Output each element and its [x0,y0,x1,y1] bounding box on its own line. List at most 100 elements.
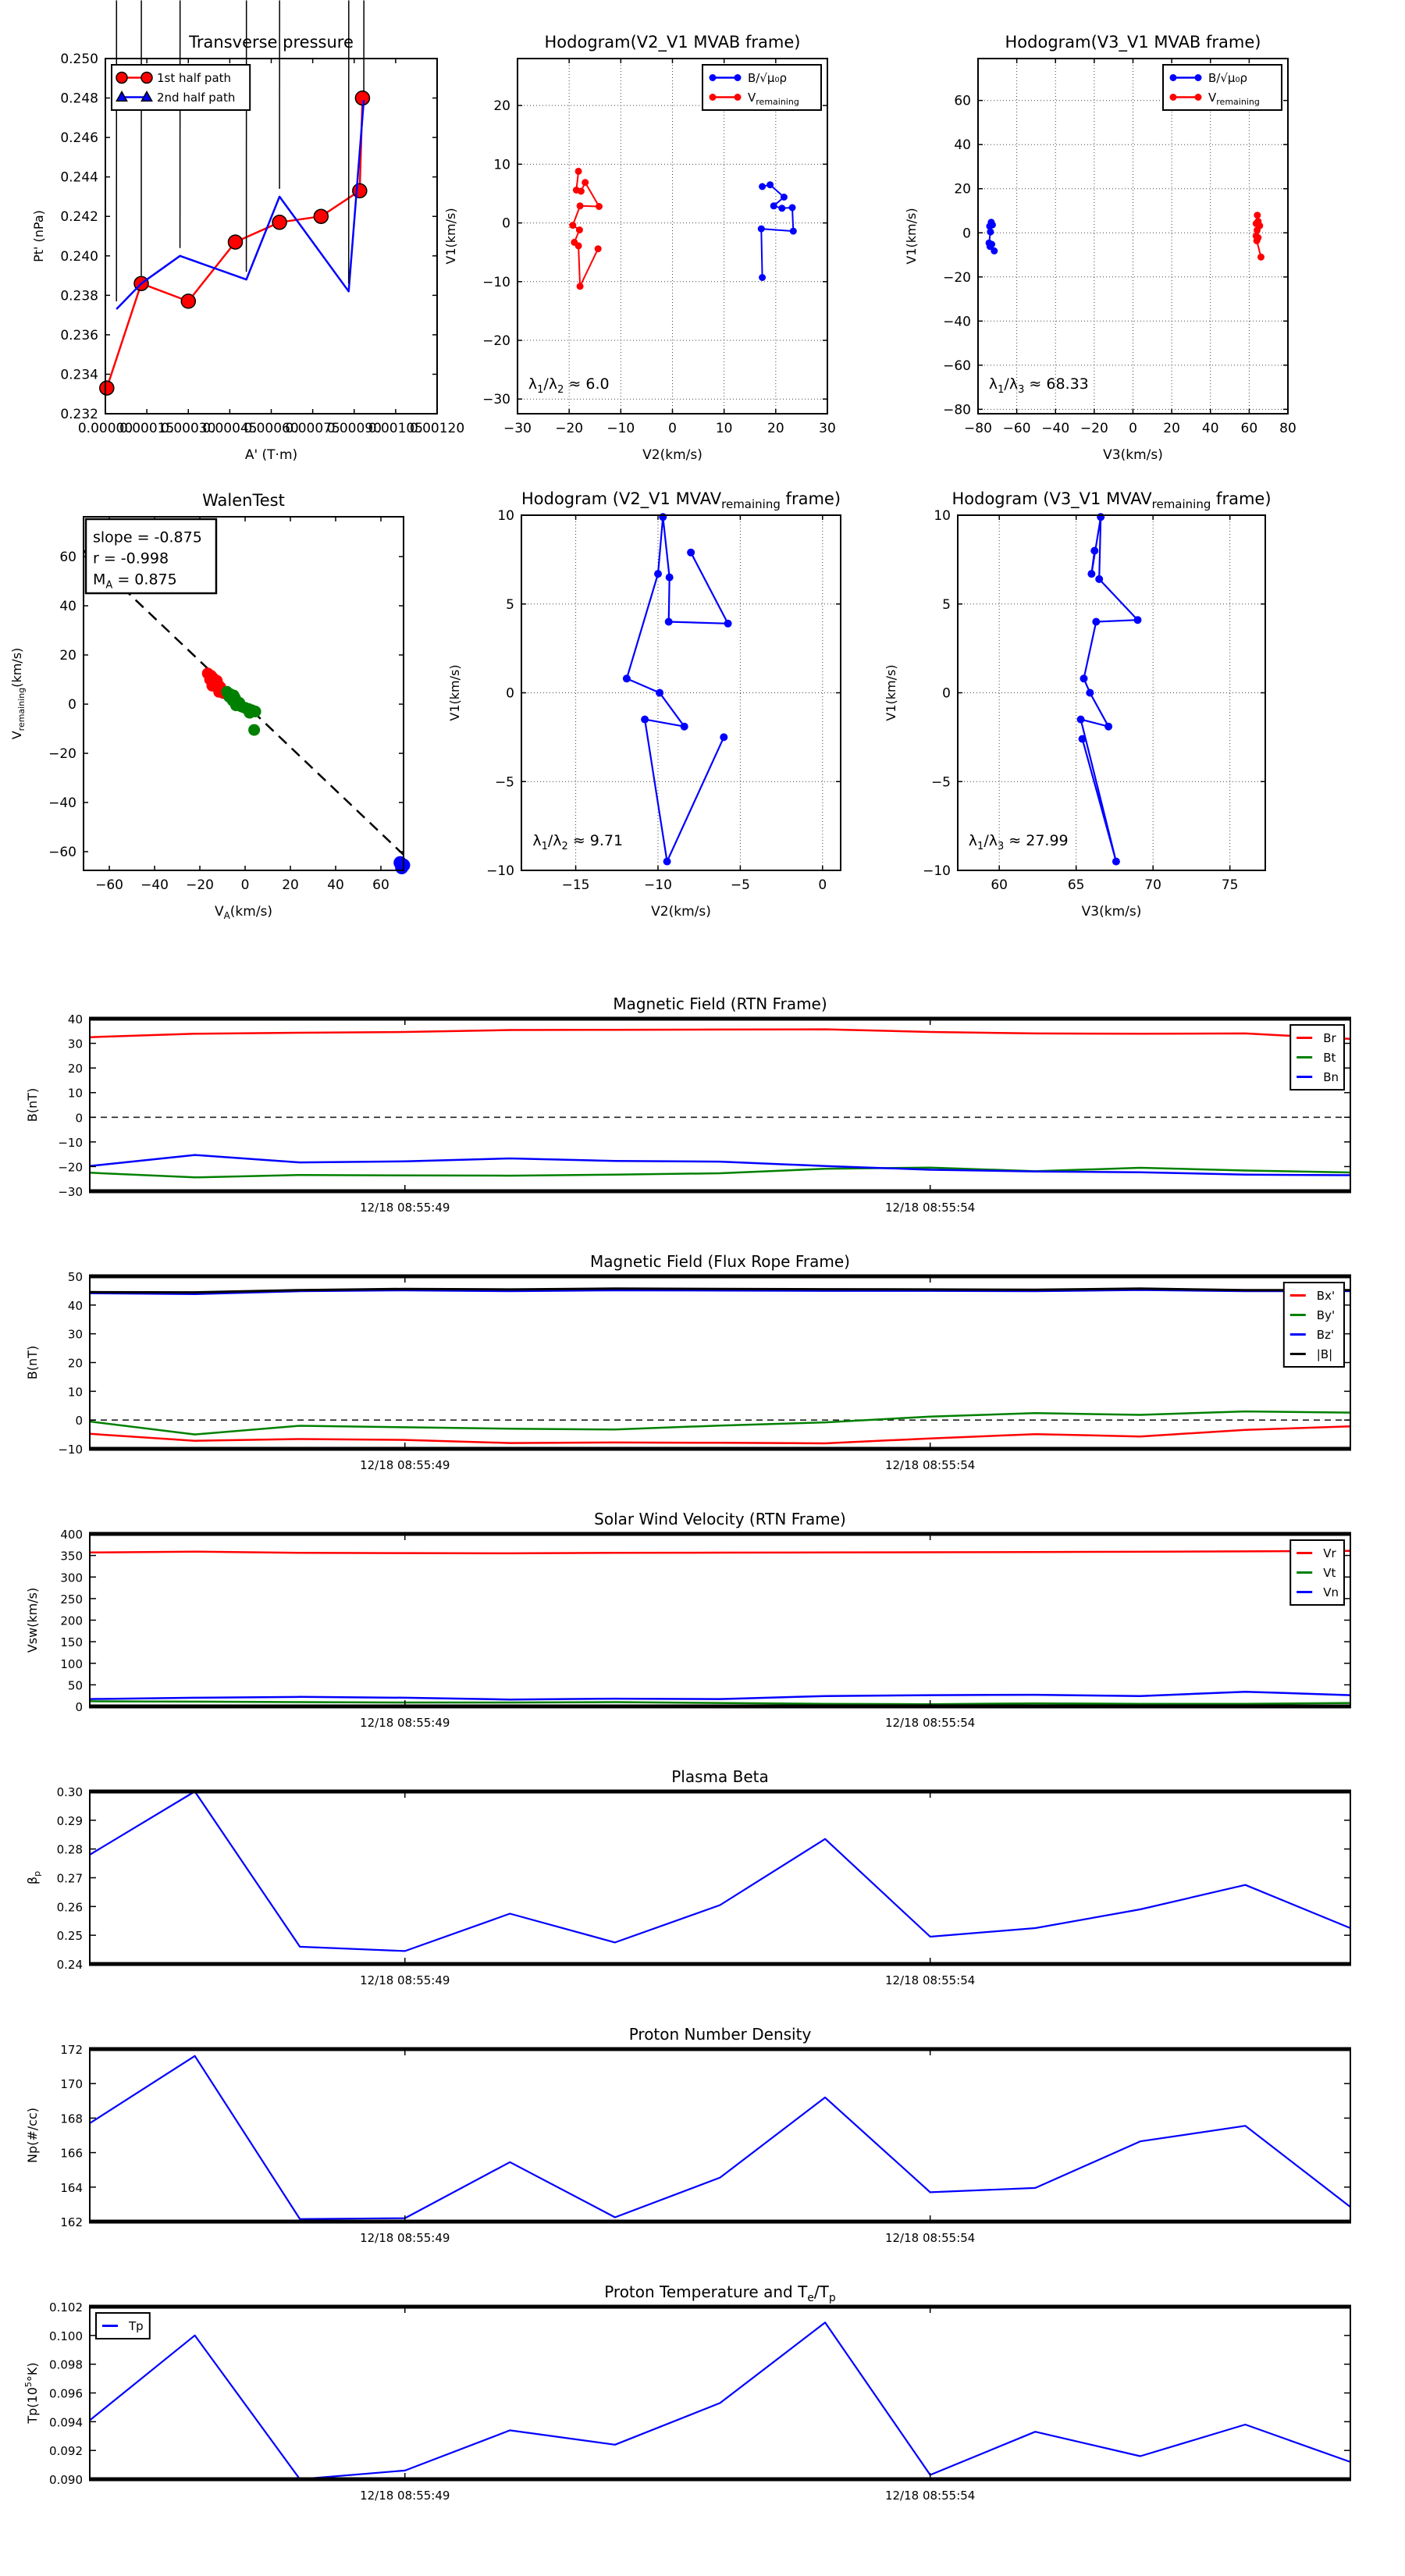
legend: Bx' By' Bz' |B| [1282,1282,1346,1368]
svg-text:60: 60 [1241,421,1258,436]
chart-proton-temperature: 12/18 08:55:49 12/18 08:55:54 0.090 0.092 0.… [23,2282,1351,2503]
x-axis-label: V3(km/s) [1082,904,1142,920]
svg-text:20: 20 [282,877,299,893]
svg-text:10: 10 [497,508,514,524]
svg-text:12/18 08:55:54: 12/18 08:55:54 [885,2231,975,2245]
svg-text:40: 40 [327,877,344,893]
annotation: λ1​/λ3​ ≈ 27.99 [969,832,1069,852]
svg-text:0.00090: 0.00090 [327,421,382,436]
series-br [89,1028,1351,1041]
svg-text:168: 168 [60,2112,83,2126]
svg-text:−5: −5 [931,774,951,790]
svg-text:0.26: 0.26 [57,1900,83,1914]
y-axis-label: Tp(105​°K) [23,2362,40,2424]
chart-hodogram-v2v1-mvab: −30 −20 −10 0 10 20 30 −30 −20 −10 0 10 20 Hodogram(V… [443,33,836,463]
y-axis-label: Vremaining​(km/s) [9,648,27,740]
svg-text:70: 70 [1144,877,1161,893]
x-axis-label: V2(km/s) [651,904,711,920]
y-axis-label: B(nT) [25,1346,40,1379]
svg-text:10: 10 [68,1087,83,1101]
svg-text:80: 80 [1279,421,1297,436]
series-by- [89,1410,1351,1436]
stat-box: slope = -0.875 r = -0.998 MA​ = 0.875 [84,518,218,595]
svg-text:12/18 08:55:49: 12/18 08:55:49 [360,2231,450,2245]
svg-text:0: 0 [75,1414,83,1428]
svg-text:0.00120: 0.00120 [410,421,464,436]
chart-title: Plasma Beta [671,1767,769,1786]
svg-text:200: 200 [60,1614,83,1628]
svg-text:0.29: 0.29 [57,1814,83,1828]
plot-area [518,59,827,414]
y-axis-label: V1(km/s) [443,208,458,264]
chart-title: Solar Wind Velocity (RTN Frame) [594,1510,846,1528]
svg-text:−10: −10 [58,1443,83,1457]
svg-text:10: 10 [934,508,951,524]
svg-text:150: 150 [60,1635,83,1649]
svg-text:250: 250 [60,1592,83,1606]
svg-text:20: 20 [767,421,784,436]
svg-text:12/18 08:55:54: 12/18 08:55:54 [885,1201,975,1215]
svg-text:166: 166 [60,2147,83,2161]
legend-label: B/√μ₀ρ [748,71,787,85]
chart-magnetic-field-flux-rope: 12/18 08:55:49 12/18 08:55:54 −10 0 10 20 30 40… [25,1252,1351,1472]
svg-text:0.00045: 0.00045 [202,421,257,436]
legend-label: Bx' [1317,1289,1335,1303]
plot-area [90,1019,1350,1191]
chart-solar-wind-velocity: 12/18 08:55:49 12/18 08:55:54 0 50 100 150 200… [25,1510,1351,1730]
chart-proton-number-density: 12/18 08:55:49 12/18 08:55:54 162 164 166 168… [25,2025,1351,2245]
svg-text:170: 170 [60,2077,83,2091]
svg-text:60: 60 [991,877,1008,893]
legend-label: Vr [1323,1546,1336,1560]
svg-text:12/18 08:55:49: 12/18 08:55:49 [360,2489,450,2503]
chart-title: Hodogram(V2_V1 MVAB frame) [545,33,801,52]
chart-hodogram-v2v1-mvav: −15 −10 −5 0 −10 −5 0 5 10 Hodogram (V2_V1 MVAVre… [447,489,841,920]
svg-text:40: 40 [1202,421,1219,436]
svg-text:0: 0 [506,686,514,702]
y-axis-label: βp​ [25,1871,42,1884]
legend: B/√μ₀ρ Vremaining​ [702,64,822,111]
svg-text:0.27: 0.27 [57,1872,83,1886]
svg-text:−10: −10 [482,275,510,290]
svg-text:20: 20 [68,1357,83,1371]
svg-text:100: 100 [60,1657,83,1671]
legend-label: Bn [1323,1070,1339,1084]
svg-text:0.00105: 0.00105 [368,421,423,436]
series-vr [89,1550,1351,1555]
legend-label: 2nd half path [157,91,235,105]
legend-label: Bz' [1317,1328,1334,1342]
svg-text:−10: −10 [923,863,951,879]
svg-text:0.30: 0.30 [57,1785,83,1799]
legend-label: B/√μ₀ρ [1208,71,1247,85]
svg-text:164: 164 [60,2181,83,2195]
svg-text:−10: −10 [606,421,635,436]
plot-area [90,2307,1350,2479]
svg-text:0: 0 [818,877,827,893]
svg-text:0.096: 0.096 [49,2387,83,2401]
legend: B/√μ₀ρ Vremaining​ [1162,64,1282,111]
svg-text:−5: −5 [495,774,514,790]
x-axis-label: VA​(km/s) [215,904,272,921]
svg-text:0.25: 0.25 [57,1929,83,1943]
svg-text:20: 20 [1163,421,1180,436]
plot-area [90,2049,1350,2222]
svg-text:0: 0 [75,1700,83,1714]
svg-text:slope = -0.875: slope = -0.875 [93,528,202,546]
svg-text:0.090: 0.090 [49,2473,83,2487]
svg-text:20: 20 [68,1062,83,1076]
x-axis-label: A' (T·m) [245,447,297,463]
chart-title: Magnetic Field (RTN Frame) [613,994,827,1013]
chart-walen-test: −60 −40 −20 0 20 40 60 −60 −40 −20 0 20 40 60 WalenTes… [9,491,411,921]
svg-text:−60: −60 [943,358,971,374]
chart-title: Hodogram (V2_V1 MVAVremaining​ frame) [521,489,841,511]
svg-text:−20: −20 [1080,421,1108,436]
svg-text:172: 172 [60,2043,83,2057]
svg-text:0.240: 0.240 [60,249,98,265]
annotation: λ1​/λ2​ ≈ 9.71 [532,832,623,852]
svg-text:−40: −40 [140,877,169,893]
series-bx- [89,1425,1351,1445]
svg-text:12/18 08:55:54: 12/18 08:55:54 [885,1458,975,1472]
legend-label: Bt [1323,1051,1336,1065]
svg-text:r = -0.998: r = -0.998 [93,550,169,567]
svg-text:−60: −60 [1003,421,1031,436]
svg-text:75: 75 [1222,877,1239,893]
